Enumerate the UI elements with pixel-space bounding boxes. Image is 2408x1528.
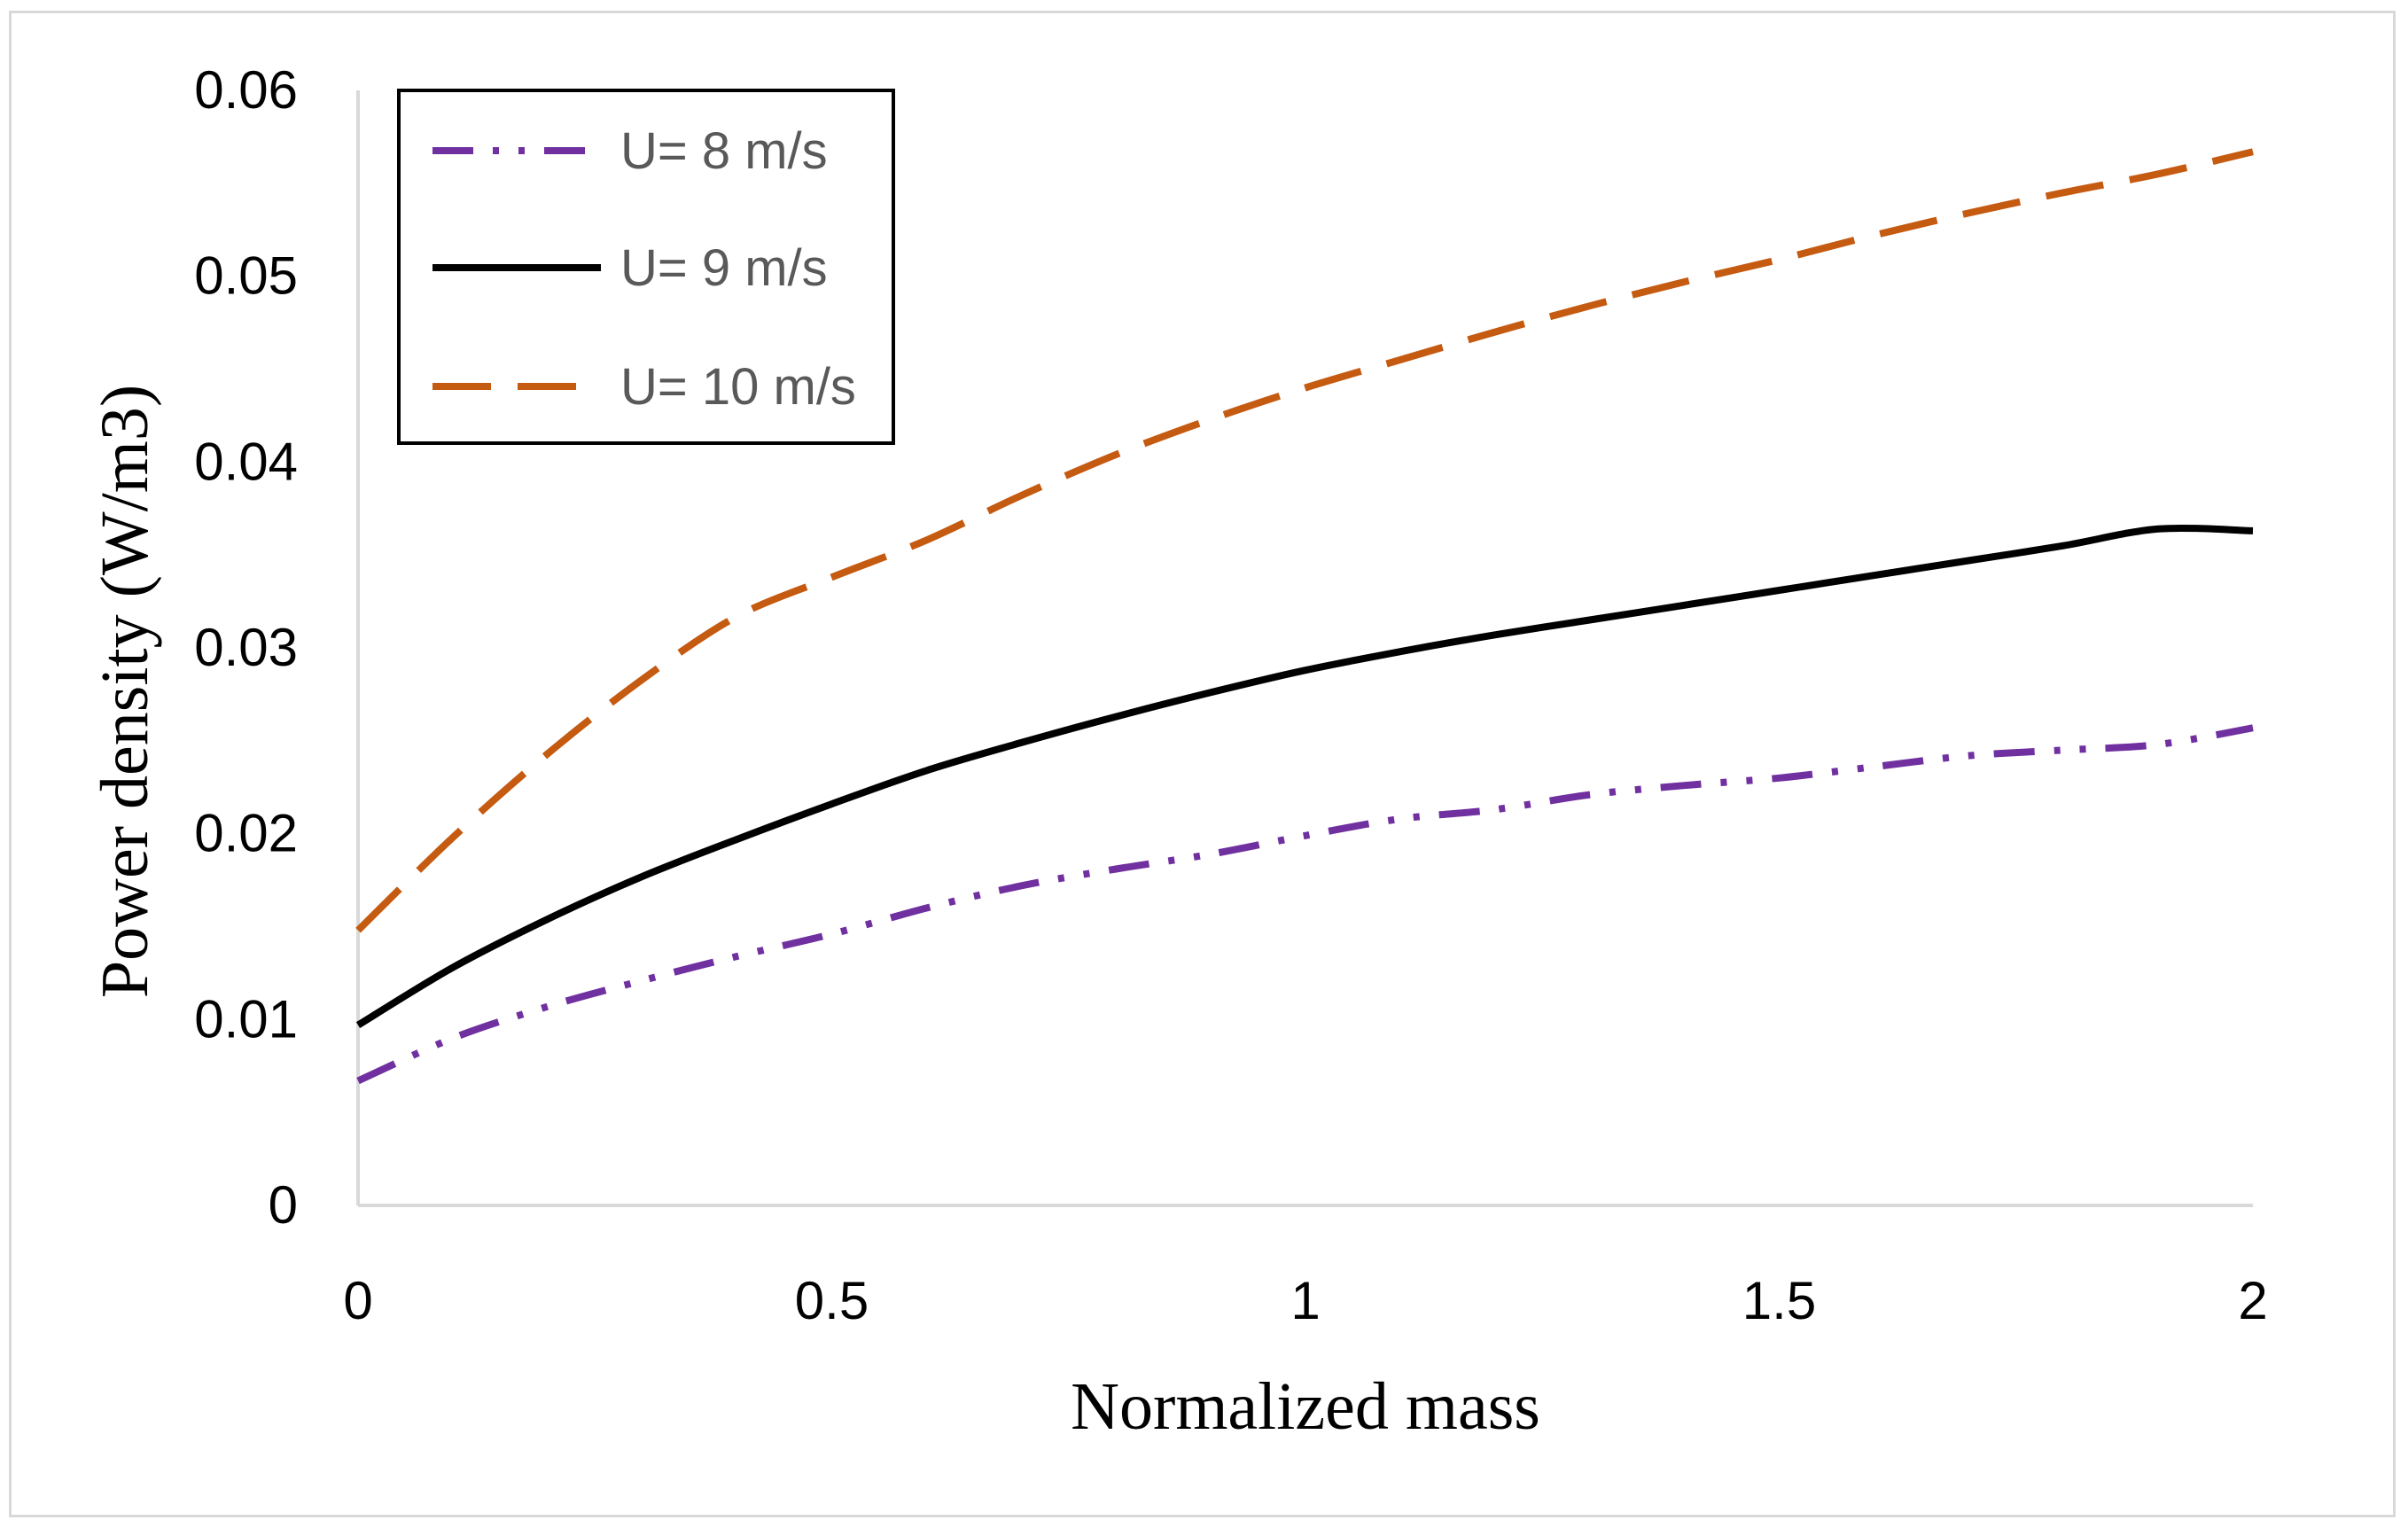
- y-tick-label: 0.05: [194, 246, 298, 306]
- y-tick-label: 0: [269, 1175, 298, 1235]
- y-axis-title: Power density (W/m3): [88, 385, 162, 998]
- x-tick-label: 1.5: [1742, 1271, 1816, 1330]
- y-tick-label: 0.02: [194, 804, 298, 863]
- series-line-u10: [355, 148, 2254, 933]
- x-tick-labels: 0 0.5 1 1.5 2: [343, 1271, 2267, 1330]
- series-line-u9: [355, 524, 2254, 1029]
- y-tick-label: 0.06: [194, 60, 298, 120]
- x-tick-label: 1: [1290, 1271, 1320, 1330]
- legend: U= 8 m/s U= 9 m/s U= 10 m/s: [397, 89, 895, 445]
- x-tick-label: 2: [2238, 1271, 2267, 1330]
- series-line-u8: [356, 724, 2254, 1085]
- y-tick-label: 0.01: [194, 989, 298, 1049]
- x-axis-title: Normalized mass: [1071, 1369, 1540, 1444]
- y-tick-labels: 0 0.01 0.02 0.03 0.04 0.05 0.06: [194, 60, 298, 1235]
- x-tick-label: 0.5: [795, 1271, 869, 1330]
- legend-label-u8: U= 8 m/s: [620, 122, 828, 180]
- y-tick-label: 0.03: [194, 618, 298, 677]
- legend-label-u10: U= 10 m/s: [620, 358, 856, 416]
- y-tick-label: 0.04: [194, 432, 298, 491]
- legend-label-u9: U= 9 m/s: [620, 239, 828, 297]
- series-lines: [355, 148, 2254, 1085]
- axes: [356, 90, 2253, 1207]
- x-tick-label: 0: [343, 1271, 372, 1330]
